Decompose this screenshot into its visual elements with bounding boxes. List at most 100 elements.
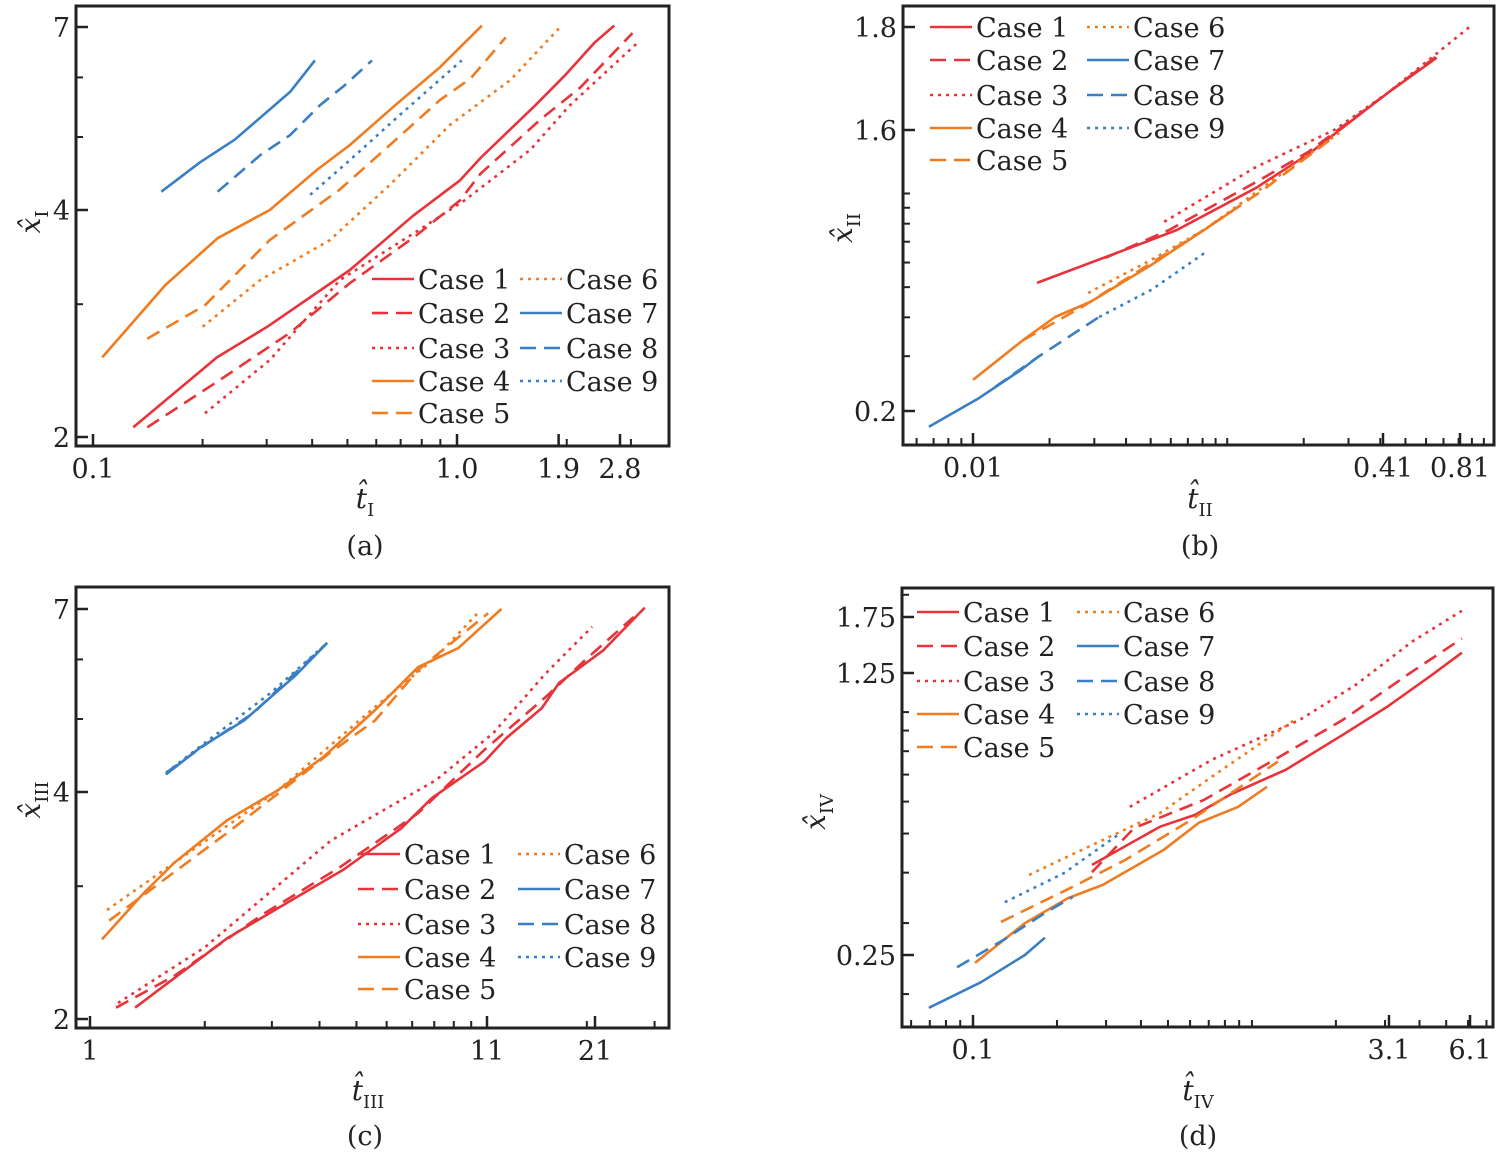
x-axis-label-subscript: III xyxy=(363,1092,384,1113)
series-line-case-3 xyxy=(1129,609,1463,809)
plot-frame xyxy=(74,585,671,1030)
y-tick-label: 4 xyxy=(53,196,70,227)
legend-item: Case 2 xyxy=(372,299,510,330)
legend-item: Case 4 xyxy=(372,367,510,398)
panel-caption: (b) xyxy=(1181,531,1219,562)
series-line-case-2 xyxy=(1091,637,1463,874)
legend-item: Case 8 xyxy=(1087,81,1225,112)
y-axis-label-base: x̂ xyxy=(799,814,832,830)
legend-item: Case 7 xyxy=(520,299,658,330)
x-axis-label: t̂III xyxy=(352,1072,385,1113)
y-tick-label: 4 xyxy=(53,778,70,809)
panel-b: 0.01 0.41 0.810.21.61.8t̂IIx̂II(b)Case 1Ca… xyxy=(826,4,1496,562)
series-line-case-8 xyxy=(956,895,1074,969)
legend-item: Case 8 xyxy=(518,910,656,941)
series-line-case-2 xyxy=(115,616,635,1009)
legend-item: Case 5 xyxy=(372,399,510,430)
panel-caption: (a) xyxy=(346,531,383,562)
legend-item: Case 5 xyxy=(358,975,496,1006)
legend-label: Case 4 xyxy=(976,114,1068,145)
legend-label: Case 6 xyxy=(566,265,658,296)
series-line-case-6 xyxy=(201,26,562,328)
legend-item: Case 1 xyxy=(358,840,496,871)
series-line-case-9 xyxy=(309,59,463,196)
x-tick-label: 21 xyxy=(578,1036,612,1067)
legend-item: Case 2 xyxy=(917,632,1055,663)
legend-label: Case 3 xyxy=(404,910,496,941)
y-tick-label: 0.25 xyxy=(836,941,896,972)
legend-label: Case 6 xyxy=(564,840,656,871)
y-axis-label: x̂IV xyxy=(799,793,838,830)
x-axis-label: t̂I xyxy=(356,480,374,521)
legend-label: Case 1 xyxy=(976,13,1068,44)
series-line-case-8 xyxy=(994,315,1100,388)
legend-item: Case 6 xyxy=(518,840,656,871)
panel-d: 0.1 3.1 6.10.251.251.75t̂IVx̂IV(d)Case 1Ca… xyxy=(799,586,1495,1152)
x-axis-label-subscript: IV xyxy=(1194,1092,1215,1113)
legend-item: Case 3 xyxy=(372,334,510,365)
legend-item: Case 3 xyxy=(930,81,1068,112)
legend-label: Case 7 xyxy=(566,299,658,330)
x-axis-label: t̂IV xyxy=(1182,1072,1214,1113)
legend-label: Case 9 xyxy=(564,943,656,974)
panel-caption: (c) xyxy=(347,1121,383,1152)
y-axis-label-base: x̂ xyxy=(826,227,859,243)
series-line-case-5 xyxy=(1022,135,1335,342)
legend-label: Case 9 xyxy=(566,367,658,398)
y-tick-label: 1.6 xyxy=(854,116,897,147)
legend-item: Case 2 xyxy=(930,46,1068,77)
legend-label: Case 2 xyxy=(963,632,1055,663)
y-tick-label: 1.75 xyxy=(836,603,896,634)
legend-label: Case 4 xyxy=(404,943,496,974)
series-line-case-8 xyxy=(216,59,373,193)
series-line-case-4 xyxy=(101,608,503,941)
y-axis-label-subscript: II xyxy=(844,213,865,227)
legend-item: Case 6 xyxy=(1087,13,1225,44)
x-tick-label: 3.1 xyxy=(1368,1035,1411,1066)
legend-label: Case 8 xyxy=(1123,667,1215,698)
series-line-case-9 xyxy=(1004,831,1122,904)
legend-item: Case 4 xyxy=(930,114,1068,145)
legend-label: Case 8 xyxy=(566,334,658,365)
x-tick-label: 0.1 xyxy=(72,454,115,485)
legend-item: Case 2 xyxy=(358,875,496,906)
legend-item: Case 3 xyxy=(358,910,496,941)
legend-item: Case 4 xyxy=(358,943,496,974)
legend-item: Case 9 xyxy=(1087,114,1225,145)
x-axis-label-base: t̂ xyxy=(352,1072,364,1107)
legend-item: Case 8 xyxy=(1077,667,1215,698)
y-axis-label-subscript: I xyxy=(32,211,53,218)
legend-label: Case 7 xyxy=(564,875,656,906)
legend-label: Case 3 xyxy=(976,81,1068,112)
series-line-case-1 xyxy=(132,24,616,429)
x-tick-label: 1 xyxy=(81,1036,98,1067)
x-axis-label-subscript: I xyxy=(367,500,374,521)
legend-item: Case 7 xyxy=(518,875,656,906)
x-axis-label-base: t̂ xyxy=(1182,1072,1194,1107)
legend-label: Case 2 xyxy=(976,46,1068,77)
x-axis-label: t̂II xyxy=(1187,480,1213,521)
legend-label: Case 4 xyxy=(418,367,510,398)
legend-item: Case 9 xyxy=(518,943,656,974)
x-axis-label-base: t̂ xyxy=(1187,480,1199,515)
legend-label: Case 1 xyxy=(418,265,510,296)
y-tick-label: 7 xyxy=(53,13,70,44)
legend-item: Case 7 xyxy=(1087,46,1225,77)
x-axis-label-subscript: II xyxy=(1199,500,1213,521)
plot-frame xyxy=(74,4,671,448)
legend-label: Case 2 xyxy=(404,875,496,906)
x-tick-label: 1.9 xyxy=(537,454,580,485)
series-line-case-3 xyxy=(117,625,594,1005)
x-tick-label: 0.01 xyxy=(943,453,1003,484)
legend-item: Case 7 xyxy=(1077,632,1215,663)
series-line-case-2 xyxy=(1104,55,1438,260)
legend-label: Case 5 xyxy=(418,399,510,430)
series-line-case-5 xyxy=(1000,760,1279,924)
legend-label: Case 5 xyxy=(404,975,496,1006)
legend-label: Case 4 xyxy=(963,700,1055,731)
y-axis-label-base: x̂ xyxy=(14,803,47,819)
